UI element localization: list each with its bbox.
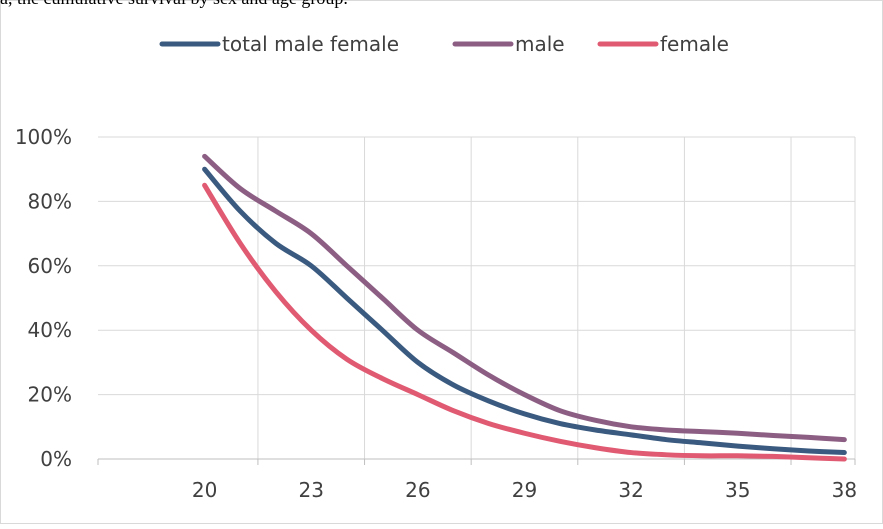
legend: total male female male female [159,32,729,56]
x-tick-label: 20 [192,478,217,502]
y-tick-label: 40% [28,318,72,342]
y-tick-label: 80% [28,189,72,213]
y-tick-label: 60% [28,254,72,278]
series-line-1 [202,153,847,443]
series-line-0 [202,166,847,456]
x-tick-label: 32 [618,478,643,502]
x-tick-label: 35 [725,478,750,502]
x-tick-label: 26 [405,478,430,502]
caption-fragment: a, the cumulative survival by sex and ag… [0,0,883,12]
y-tick-label: 100% [15,125,72,149]
series-lines [202,153,847,462]
gridlines [98,136,856,459]
x-tick-label: 29 [512,478,537,502]
legend-label-0: total male female [222,32,399,56]
legend-label-2: female [660,32,729,56]
legend-label-1: male [515,32,565,56]
axes: 0% 20% 40% 60% 80% 100% 20 23 26 29 32 35 38 [15,125,857,502]
y-tick-label: 20% [28,383,72,407]
series-line-2 [202,182,847,462]
x-tick-label: 23 [299,478,324,502]
y-tick-label: 0% [40,447,72,471]
x-tick-label: 38 [832,478,857,502]
